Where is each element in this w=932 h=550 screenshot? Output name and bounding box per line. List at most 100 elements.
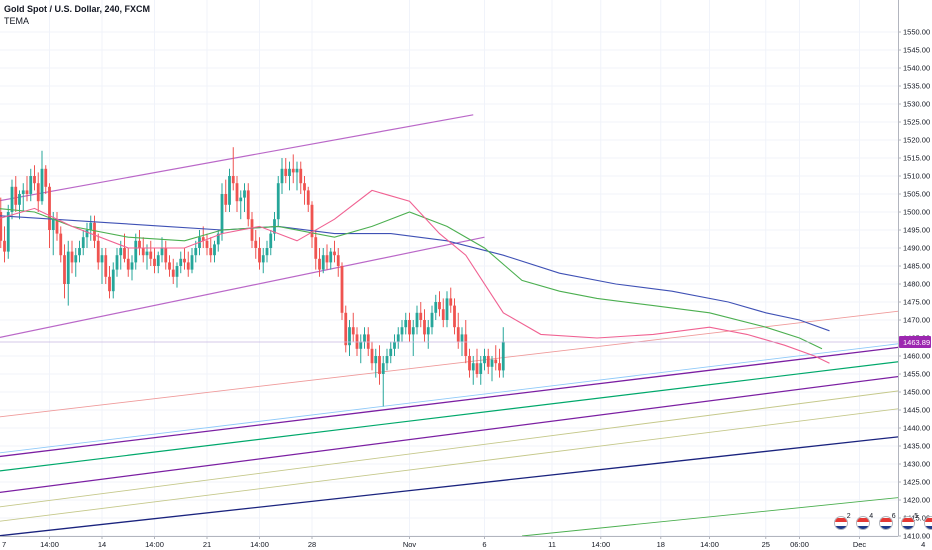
- candle: [78, 240, 81, 263]
- price-tick-label: 1525.00: [903, 118, 930, 127]
- candle: [0, 197, 3, 248]
- candle-body: [475, 363, 479, 374]
- candle-body: [160, 248, 164, 256]
- candle: [123, 233, 126, 263]
- price-tick-label: 1430.00: [903, 460, 930, 469]
- candle-body: [3, 240, 6, 252]
- candle-body: [295, 168, 299, 173]
- candle: [115, 248, 119, 277]
- candle-body: [468, 356, 471, 371]
- trend-line[interactable]: [0, 370, 932, 494]
- trend-line[interactable]: [0, 356, 932, 472]
- candle: [351, 312, 355, 342]
- price-tick-label: 1540.00: [903, 64, 930, 73]
- candle-body: [145, 251, 149, 256]
- price-tick-label: 1490.00: [903, 244, 930, 253]
- candle: [411, 320, 415, 356]
- candle-body: [483, 356, 486, 364]
- candle-body: [81, 237, 85, 248]
- trend-line[interactable]: [0, 338, 932, 454]
- candle: [209, 237, 213, 263]
- candle: [456, 312, 460, 349]
- trend-line[interactable]: [0, 385, 932, 508]
- chart-title[interactable]: Gold Spot / U.S. Dollar, 240, FXCM: [4, 4, 151, 14]
- event-flag-icon[interactable]: [923, 516, 932, 530]
- candle: [415, 305, 419, 335]
- candle-body: [153, 258, 156, 266]
- flag-stripe: [924, 518, 932, 522]
- candle: [14, 176, 18, 212]
- candle-body: [291, 168, 295, 173]
- candle-body: [269, 233, 273, 248]
- candle-body: [70, 251, 74, 263]
- candle: [389, 341, 393, 364]
- candle: [138, 230, 141, 256]
- candle-body: [134, 240, 138, 263]
- price-tick-label: 1510.00: [903, 172, 930, 181]
- time-axis[interactable]: 7 14:00 14 14:00 21 14:00 28 Nov 6 11 14:00 18 14:00…: [0, 536, 925, 549]
- trend-lines[interactable]: [0, 114, 932, 537]
- candle-body: [423, 320, 426, 335]
- trend-line[interactable]: [0, 114, 474, 202]
- candle-body: [299, 168, 303, 184]
- time-tick-label: 06:00: [790, 540, 809, 549]
- price-tick-label: 1445.00: [903, 406, 930, 415]
- candle: [490, 356, 494, 382]
- time-tick-label: 21: [203, 540, 211, 549]
- flag-stripe: [879, 518, 892, 522]
- price-tick-label: 1410.00: [903, 532, 930, 541]
- time-tick-label: 14: [98, 540, 106, 549]
- trend-line[interactable]: [0, 432, 932, 537]
- indicator-legend[interactable]: TEMA: [4, 16, 30, 26]
- candle: [385, 348, 389, 371]
- candle-body: [310, 204, 314, 238]
- candle: [18, 190, 21, 220]
- price-axis[interactable]: 1410.00 1415.00 1420.00 1425.00 1430.00 1435.…: [898, 28, 930, 541]
- candle: [164, 240, 168, 270]
- price-tick-label: 1460.00: [903, 352, 930, 361]
- candle: [378, 345, 381, 385]
- candle-body: [10, 186, 14, 212]
- candle-body: [93, 222, 96, 241]
- time-tick-label: 14:00: [700, 540, 719, 549]
- candle-body: [419, 312, 423, 320]
- candle-body: [186, 262, 190, 270]
- event-count: 4: [869, 513, 874, 520]
- price-tick-label: 1485.00: [903, 262, 930, 271]
- candle-body: [400, 327, 404, 335]
- candle-body: [126, 258, 130, 270]
- candle: [111, 262, 115, 299]
- candle: [179, 251, 183, 274]
- candle-body: [96, 240, 100, 263]
- event-flag-icon[interactable]: [833, 516, 848, 530]
- trend-line[interactable]: [0, 342, 932, 458]
- candle: [100, 248, 104, 284]
- candle: [441, 298, 445, 328]
- event-flag-icon[interactable]: [856, 516, 871, 530]
- trend-line[interactable]: [0, 403, 932, 522]
- trend-line[interactable]: [0, 306, 932, 418]
- candle-body: [175, 266, 179, 277]
- candle-body: [243, 190, 246, 198]
- candle: [325, 244, 329, 270]
- trend-line[interactable]: [521, 493, 932, 537]
- tema-lines: [0, 189, 830, 364]
- price-tick-label: 1415.00: [903, 514, 930, 523]
- candle-body: [40, 168, 44, 202]
- tema-line: [0, 208, 823, 350]
- time-tick-label: 28: [308, 540, 316, 549]
- candle-body: [381, 363, 385, 374]
- candle: [59, 226, 63, 263]
- candle-body: [314, 237, 318, 259]
- candle-body: [494, 359, 498, 364]
- flag-stripe: [902, 526, 915, 529]
- price-axis-background[interactable]: [898, 0, 932, 550]
- trend-line[interactable]: [0, 236, 485, 338]
- tema-line: [0, 215, 830, 332]
- event-flag-icon[interactable]: [901, 516, 916, 530]
- candle: [74, 248, 78, 277]
- event-flag-icon[interactable]: [878, 516, 893, 530]
- candle: [344, 305, 348, 353]
- candle: [44, 165, 48, 194]
